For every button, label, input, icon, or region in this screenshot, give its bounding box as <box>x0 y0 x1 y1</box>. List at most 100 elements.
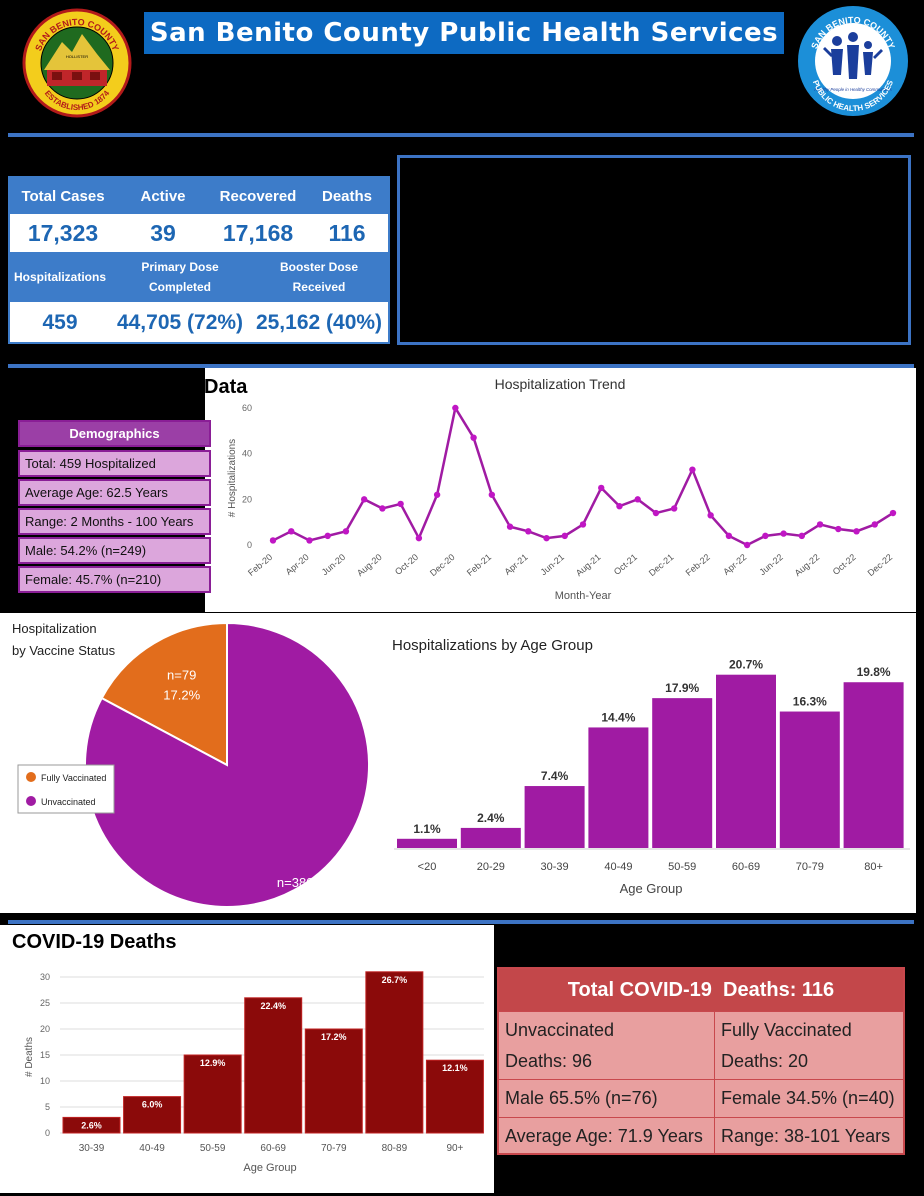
vaccinated-deaths-label: Fully Vaccinated <box>721 1020 852 1040</box>
trend-x-tick-label: Apr-22 <box>721 552 748 577</box>
deaths-x-tick-label: 30-39 <box>79 1143 105 1154</box>
total-cases-label: Total Cases <box>21 187 105 205</box>
booster-label-line1: Booster Dose <box>279 260 359 274</box>
trend-data-point <box>506 523 514 530</box>
primary-dose-label: Primary Dose Completed <box>110 252 250 302</box>
deaths-x-tick-label: 90+ <box>446 1143 463 1154</box>
hospitalizations-value: 459 <box>42 311 78 334</box>
hospitalizations-by-age-chart: Hospitalizations by Age Group Age Group … <box>392 637 910 896</box>
trend-y-tick-label: 20 <box>242 494 252 504</box>
deaths-sex-row: Male 65.5% (n=76) Female 34.5% (n=40) <box>499 1079 903 1117</box>
trend-x-tick-label: Apr-20 <box>284 552 311 577</box>
unvaccinated-deaths-value: Deaths: 96 <box>505 1051 593 1071</box>
age-chart-xlabel: Age Group <box>620 881 683 896</box>
phs-logo-mid-text: Healthy People in Healthy Communities <box>814 87 892 92</box>
trend-data-point <box>707 512 714 519</box>
deaths-bar-label: 12.1% <box>442 1063 468 1073</box>
hospitalizations-label: Hospitalizations <box>13 270 106 284</box>
pie-percent-label: 82.8% <box>277 895 314 910</box>
deaths-bar <box>123 1096 182 1134</box>
trend-x-tick-label: Jun-22 <box>757 552 785 577</box>
trend-data-point <box>816 521 824 528</box>
deaths-table-title: Total COVID-19 Deaths: 116 <box>499 969 903 1011</box>
age-x-tick-label: 70-79 <box>796 861 824 873</box>
trend-data-point <box>379 505 386 512</box>
deaths-bar-label: 2.6% <box>81 1120 102 1130</box>
vaccinated-deaths-cell: Fully Vaccinated Deaths: 20 <box>715 1012 903 1079</box>
trend-x-tick-label: Apr-21 <box>502 552 529 577</box>
vaccinated-deaths-value: Deaths: 20 <box>721 1051 809 1071</box>
trend-data-point <box>525 528 532 535</box>
trend-chart-title: Hospitalization Trend <box>495 376 626 392</box>
age-bar <box>652 698 713 848</box>
age-bar-label: 19.8% <box>857 665 891 679</box>
primary-dose-label-line2: Completed <box>148 280 211 294</box>
recovered-label: Recovered <box>219 187 297 205</box>
primary-dose-label-line1: Primary Dose <box>141 260 219 274</box>
trend-data-point <box>762 532 769 540</box>
deaths-y-tick-label: 25 <box>40 998 50 1008</box>
deaths-x-tick-label: 60-69 <box>260 1143 286 1154</box>
trend-x-tick-label: Feb-22 <box>684 552 712 578</box>
trend-x-tick-label: Aug-21 <box>574 552 603 578</box>
age-x-tick-label: <20 <box>418 861 437 873</box>
stats-value-row: 17,323 39 17,168 116 <box>10 214 388 252</box>
booster-value: 25,162 (40%) <box>255 311 383 334</box>
demographics-row: Range: 2 Months - 100 Years <box>18 508 211 535</box>
demographics-row: Male: 54.2% (n=249) <box>18 537 211 564</box>
pie-count-label: n=380 <box>277 875 314 890</box>
unvaccinated-deaths-cell: Unvaccinated Deaths: 96 <box>499 1012 715 1079</box>
age-bar-label: 17.9% <box>665 681 699 695</box>
section-divider <box>8 364 914 368</box>
trend-data-point <box>780 530 787 537</box>
demographics-table: Demographics Total: 459 Hospitalized Ave… <box>18 420 211 595</box>
age-bar <box>716 674 776 848</box>
trend-data-point <box>470 434 477 441</box>
deaths-summary-table: Total COVID-19 Deaths: 116 Unvaccinated … <box>497 967 905 1155</box>
demographics-title: Demographics <box>18 420 211 447</box>
trend-data-point <box>598 484 605 492</box>
age-bar-label: 2.4% <box>477 811 505 825</box>
trend-chart-xlabel: Month-Year <box>555 590 612 602</box>
deaths-bar <box>244 997 303 1134</box>
demographics-row: Average Age: 62.5 Years <box>18 479 211 506</box>
age-x-tick-label: 60-69 <box>732 861 760 873</box>
age-bar-label: 16.3% <box>793 695 827 709</box>
age-bar <box>779 711 840 848</box>
section-divider <box>8 133 914 137</box>
deaths-x-tick-label: 70-79 <box>321 1143 347 1154</box>
deaths-section-title: COVID-19 Deaths <box>12 931 177 953</box>
deaths-by-age-chart: # Deaths Age Group 0 5 10 15 20 25 30 2.6% 30-3… <box>24 971 484 1174</box>
trend-x-tick-label: Oct-20 <box>393 552 420 577</box>
trend-data-point <box>324 532 331 540</box>
trend-data-point <box>543 534 550 542</box>
legend-label-unvaccinated: Unvaccinated <box>41 797 96 807</box>
vaccine-value-row: 459 44,705 (72%) 25,162 (40%) <box>10 302 388 344</box>
trend-data-point <box>652 509 660 517</box>
deaths-table-title-text: Total COVID-19 Deaths: 116 <box>567 978 835 1001</box>
trend-x-tick-label: Dec-20 <box>428 552 457 578</box>
pie-title-line2: by Vaccine Status <box>12 643 116 658</box>
deaths-y-tick-label: 30 <box>40 972 50 982</box>
trend-data-point <box>616 502 623 510</box>
age-x-tick-label: 40-49 <box>604 861 632 873</box>
deaths-chart-xlabel: Age Group <box>243 1162 296 1174</box>
trend-data-point <box>360 496 368 503</box>
deaths-bar <box>365 971 424 1134</box>
recovered-value: 17,168 <box>222 219 294 246</box>
trend-chart-ylabel: # Hospitalizations <box>227 439 238 517</box>
deaths-chart-ylabel: # Deaths <box>24 1037 35 1077</box>
active-value: 39 <box>150 219 176 246</box>
trend-data-point <box>342 528 350 535</box>
trend-data-point <box>743 541 751 549</box>
trend-x-tick-label: Feb-21 <box>465 552 493 578</box>
deaths-y-tick-label: 20 <box>40 1024 50 1034</box>
trend-x-tick-label: Dec-21 <box>647 552 676 578</box>
trend-data-point <box>798 532 806 540</box>
vaccine-header-row: Hospitalizations Primary Dose Completed … <box>10 252 388 302</box>
trend-data-point <box>853 528 860 535</box>
hospitalization-section-title: Data <box>204 376 248 398</box>
deaths-bar-label: 6.0% <box>142 1100 163 1110</box>
county-seal-logo: HOLLISTER SAN BENITO COUNTY ESTABLISHED … <box>22 8 132 118</box>
age-chart-title: Hospitalizations by Age Group <box>392 637 593 654</box>
